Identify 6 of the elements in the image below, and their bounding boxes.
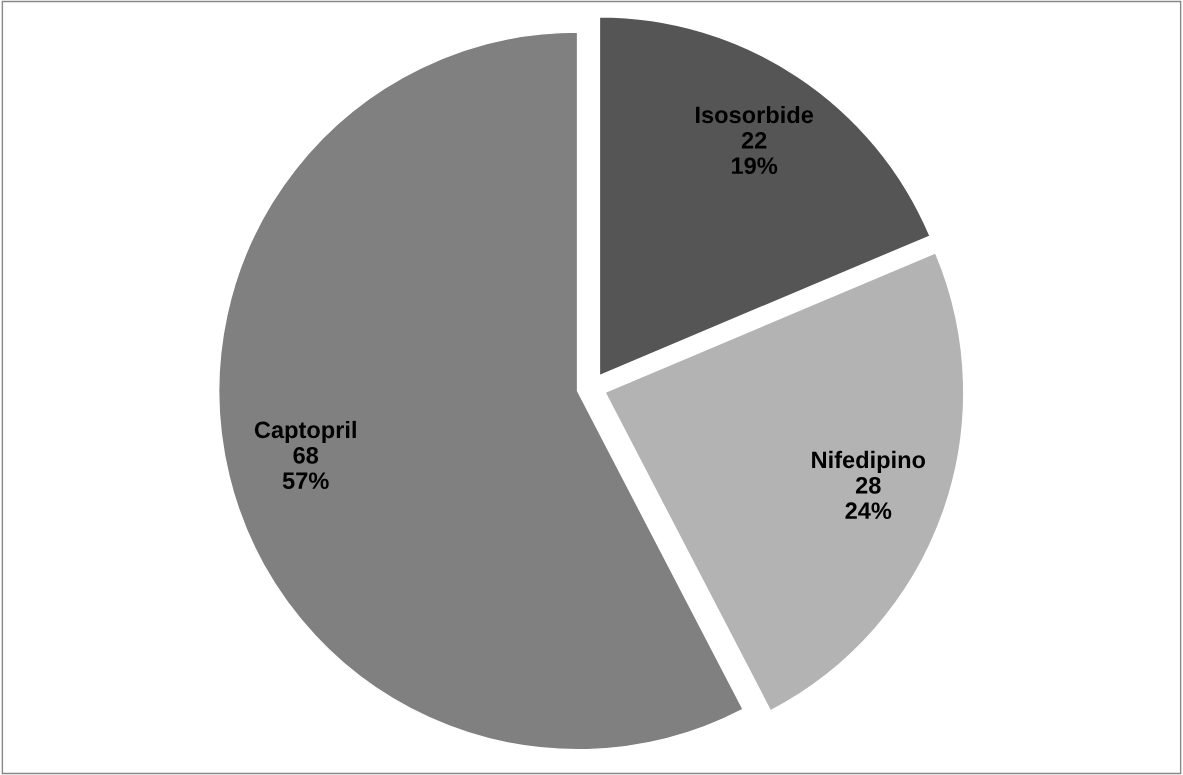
data-label: 28 24%	[845, 476, 892, 520]
slice-label: Isosorbide	[696, 105, 814, 124]
slice-label: Nifedipino	[812, 450, 926, 473]
data-label: 22 19%	[732, 131, 778, 175]
slice-label: Captopril	[254, 420, 356, 443]
data-label: 68 57%	[282, 446, 329, 490]
